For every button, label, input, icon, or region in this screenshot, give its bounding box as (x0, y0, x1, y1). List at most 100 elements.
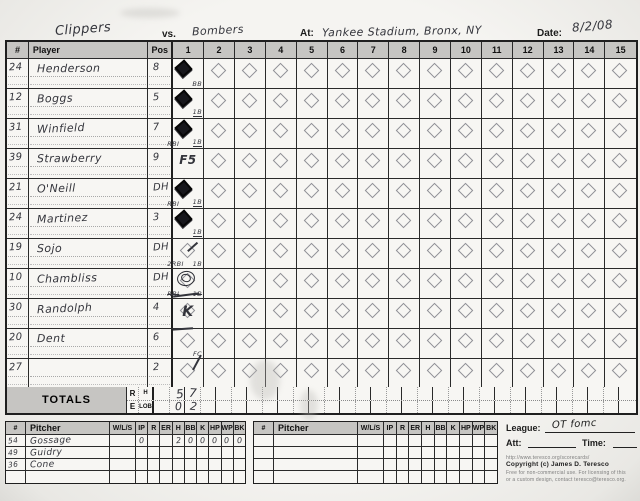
inning-cell (358, 359, 390, 389)
inning-cell (328, 299, 359, 328)
pitcher-row-away (254, 435, 497, 447)
time-rule (613, 447, 637, 448)
diamond-icon (210, 302, 227, 319)
batting-grid: # Player Pos 1 2 3 4 5 6 7 8 9 10 11 12 13 14 15 24 Henders… (5, 40, 638, 391)
totals-inning-cell (526, 387, 557, 400)
inning-cell (358, 119, 390, 148)
totals-inning-cell (464, 400, 495, 413)
pitcher-stat-hp (209, 459, 222, 470)
inning-cell (389, 239, 421, 268)
pitcher-stat-ip (384, 435, 397, 446)
diamond-icon (210, 122, 227, 139)
diamond-icon (365, 212, 381, 229)
pitcher-stat-h (173, 447, 185, 458)
inning-cell (451, 149, 482, 178)
diamond-icon (519, 122, 535, 139)
diamond-icon (210, 62, 227, 79)
player-pos-cell: 3 (148, 209, 174, 238)
player-name-cell (29, 359, 149, 389)
totals-band: TOTALS R H E LOB (5, 387, 638, 415)
pitcher-stat-er (160, 471, 173, 483)
totals-inning-cell (309, 400, 340, 413)
pitcher-number: 36 (7, 459, 19, 470)
filled-diamond-icon (174, 89, 193, 108)
col-header-inning-11: 11 (482, 42, 513, 58)
filled-diamond-icon (174, 119, 193, 138)
inning-cell (297, 269, 328, 298)
pitcher-stat-h (422, 459, 435, 470)
diamond-icon (395, 242, 412, 259)
pitcher-stat-er (409, 447, 423, 458)
pitcher-name: Guidry (29, 446, 63, 459)
pitcher-row-home: 36 Cone (6, 459, 245, 471)
inning-cell (420, 119, 451, 148)
diamond-icon (334, 92, 350, 109)
player-pos-cell: 7 (148, 119, 174, 148)
player-name-cell: Strawberry (29, 149, 149, 178)
player-number-cell: 27 (7, 359, 29, 389)
diamond-icon (550, 92, 566, 109)
total-errors-value: 0 (174, 399, 183, 414)
player-row: 19 Sojo DH 2RBI 1B (7, 239, 636, 269)
diamond-icon (426, 362, 443, 379)
pitcher-col-bk: BK (486, 424, 497, 432)
inning-cell (420, 239, 451, 268)
totals-inning-cell (340, 387, 371, 400)
totals-label: TOTALS (7, 387, 127, 413)
pitcher-number-cell (254, 471, 274, 483)
inning-cell (605, 299, 636, 328)
diamond-icon (550, 152, 566, 169)
inning-cell: RBI 1B (167, 269, 205, 298)
diamond-icon (611, 62, 628, 79)
diamond-icon (611, 302, 628, 319)
totals-inning-cell (154, 400, 185, 413)
diamond-icon (303, 272, 319, 289)
inning-cell (266, 359, 297, 389)
inning-cell (297, 89, 328, 118)
inning-cell (605, 149, 636, 178)
inning-cell (544, 59, 575, 88)
diamond-icon (365, 92, 381, 109)
diamond-icon (611, 242, 628, 259)
inning-cell: 1B (173, 209, 205, 238)
diamond-icon (519, 272, 535, 289)
inning-cell (358, 89, 390, 118)
inning-cell (451, 269, 482, 298)
diamond-icon (457, 152, 474, 169)
inning-cell (266, 299, 297, 328)
pitcher-col-r: R (148, 422, 161, 434)
inning-cell (451, 59, 482, 88)
player-name: Martinez (36, 210, 88, 227)
player-pos: 3 (152, 211, 161, 224)
totals-inning-cell (526, 400, 557, 413)
inning-cell (235, 269, 266, 298)
pitcher-col-hp: HP (209, 422, 222, 434)
pitcher-stat-wp (473, 471, 486, 483)
inning-cell (297, 179, 328, 208)
player-name-cell: Winfield (29, 119, 149, 148)
pitcher-number-cell (254, 447, 274, 458)
col-header-inning-13: 13 (544, 42, 575, 58)
player-name: Chambliss (36, 271, 98, 286)
player-number-cell: 30 (7, 299, 29, 328)
inning-cell (451, 119, 482, 148)
scan-smudge (300, 390, 318, 420)
scoring-label-right: 1B (192, 289, 203, 298)
diamond-icon (241, 122, 258, 139)
inning-cell (389, 299, 421, 328)
player-name-cell: Chambliss (29, 269, 149, 298)
pitcher-name-cell: Guidry (26, 447, 110, 458)
inning-cell (266, 119, 297, 148)
diamond-icon (488, 152, 505, 169)
inning-cell (544, 299, 575, 328)
inning-cell (482, 209, 513, 238)
inning-cell (482, 269, 513, 298)
totals-inning-cell (464, 387, 495, 400)
pitcher-stat-bk (485, 459, 497, 470)
pitcher-col-k: K (197, 422, 210, 434)
diamond-icon (303, 302, 319, 319)
pitcher-stat-wp (222, 459, 234, 470)
vs-label: vs. (162, 29, 176, 40)
pitcher-number-cell: 49 (6, 447, 26, 458)
inning-cell (574, 149, 606, 178)
